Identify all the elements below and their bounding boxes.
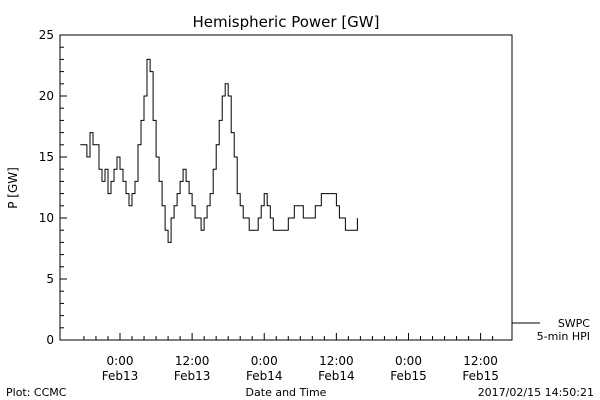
y-tick-label: 25	[39, 28, 54, 42]
x-axis-label: Date and Time	[246, 386, 327, 399]
x-tick-time-label: 12:00	[175, 354, 210, 368]
y-tick-label: 15	[39, 150, 54, 164]
x-tick-date-label: Feb15	[462, 369, 499, 383]
x-tick-time-label: 0:00	[251, 354, 278, 368]
plot-frame	[59, 34, 513, 341]
footer-left-credit: Plot: CCMC	[6, 386, 67, 399]
x-tick-time-label: 0:00	[107, 354, 134, 368]
x-axis: 0:00Feb1312:00Feb130:00Feb1412:00Feb140:…	[83, 333, 499, 383]
x-tick-time-label: 12:00	[463, 354, 498, 368]
x-tick-time-label: 0:00	[395, 354, 422, 368]
chart-title: Hemispheric Power [GW]	[193, 13, 380, 31]
y-tick-label: 0	[46, 333, 54, 347]
x-tick-date-label: Feb13	[102, 369, 139, 383]
footer-right-timestamp: 2017/02/15 14:50:21	[478, 386, 594, 399]
y-tick-label: 5	[46, 272, 54, 286]
x-tick-date-label: Feb15	[390, 369, 427, 383]
x-tick-date-label: Feb14	[318, 369, 355, 383]
legend-series-name: 5-min HPI	[537, 330, 590, 343]
legend-source: SWPC	[558, 317, 590, 330]
y-tick-label: 10	[39, 211, 54, 225]
y-tick-label: 20	[39, 89, 54, 103]
x-tick-date-label: Feb14	[246, 369, 283, 383]
series-line-5-min-hpi	[80, 58, 358, 243]
y-axis: 0 5 10 15 20 25	[39, 28, 67, 347]
x-tick-date-label: Feb13	[174, 369, 211, 383]
y-axis-label: P [GW]	[6, 167, 20, 209]
x-tick-time-label: 12:00	[319, 354, 354, 368]
